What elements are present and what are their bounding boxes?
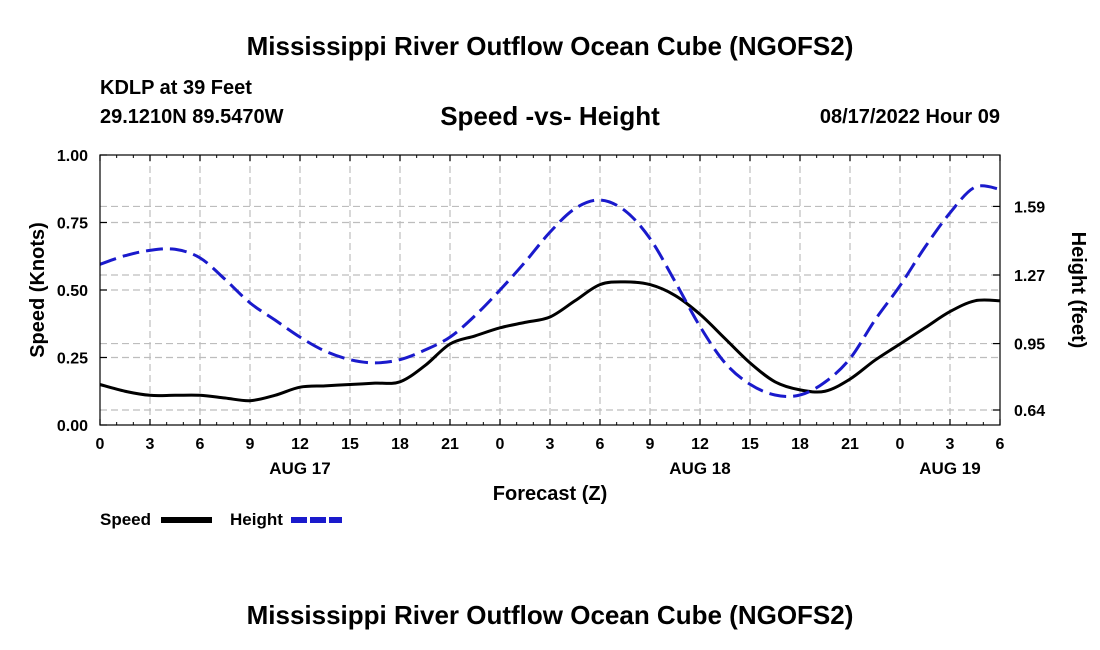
y-left-tick-label: 0.25 bbox=[57, 351, 88, 368]
x-tick-label: 9 bbox=[246, 436, 255, 453]
date-label: AUG 18 bbox=[669, 459, 730, 478]
x-tick-label: 18 bbox=[391, 436, 409, 453]
y-right-tick-label: 1.59 bbox=[1014, 199, 1045, 216]
x-tick-label: 0 bbox=[496, 436, 505, 453]
legend-height-label: Height bbox=[230, 510, 283, 529]
x-tick-label: 12 bbox=[291, 436, 309, 453]
x-tick-label: 3 bbox=[546, 436, 555, 453]
x-tick-label: 12 bbox=[691, 436, 709, 453]
plot-subtitle: Speed -vs- Height bbox=[440, 101, 660, 131]
y-axis-label-speed: Speed (Knots) bbox=[27, 222, 49, 358]
axis-layer: 0 3 6 9 12 15 18 21 0 3 6 9 12 15 18 21 0 3 6 AUG 17 AUG 18 A… bbox=[57, 148, 1045, 478]
x-tick-label: 21 bbox=[441, 436, 459, 453]
series-line-height bbox=[99, 184, 1001, 398]
y-axis-label-height: Height (feet) bbox=[1067, 232, 1089, 349]
series-layer bbox=[99, 184, 1001, 403]
y-left-tick-label: 0.50 bbox=[57, 283, 88, 300]
x-tick-label: 6 bbox=[996, 436, 1005, 453]
x-tick-label: 15 bbox=[341, 436, 359, 453]
x-tick-label: 6 bbox=[196, 436, 205, 453]
y-right-tick-label: 0.95 bbox=[1014, 337, 1045, 354]
y-right-tick-label: 1.27 bbox=[1014, 268, 1045, 285]
x-tick-label: 0 bbox=[896, 436, 905, 453]
x-tick-label: 18 bbox=[791, 436, 809, 453]
station-label: KDLP at 39 Feet bbox=[100, 77, 252, 99]
x-tick-label: 15 bbox=[741, 436, 759, 453]
x-axis-label: Forecast (Z) bbox=[493, 483, 607, 505]
date-label: AUG 19 bbox=[919, 459, 980, 478]
y-right-tick-label: 0.64 bbox=[1014, 403, 1045, 420]
bottom-title: Mississippi River Outflow Ocean Cube (NG… bbox=[246, 600, 854, 630]
y-left-tick-label: 1.00 bbox=[57, 148, 88, 165]
x-tick-label: 6 bbox=[596, 436, 605, 453]
legend-speed-label: Speed bbox=[100, 510, 151, 529]
date-label: AUG 17 bbox=[269, 459, 330, 478]
x-tick-label: 3 bbox=[146, 436, 155, 453]
chart-title: Mississippi River Outflow Ocean Cube (NG… bbox=[246, 31, 854, 61]
station-coords: 29.1210N 89.5470W bbox=[100, 106, 284, 128]
x-tick-label: 9 bbox=[646, 436, 655, 453]
y-left-tick-label: 0.00 bbox=[57, 418, 88, 435]
x-tick-label: 21 bbox=[841, 436, 859, 453]
x-tick-label: 3 bbox=[946, 436, 955, 453]
x-tick-label: 0 bbox=[96, 436, 105, 453]
y-left-tick-label: 0.75 bbox=[57, 216, 88, 233]
forecast-date-hour: 08/17/2022 Hour 09 bbox=[819, 106, 1000, 128]
series-line-speed bbox=[99, 280, 1001, 403]
